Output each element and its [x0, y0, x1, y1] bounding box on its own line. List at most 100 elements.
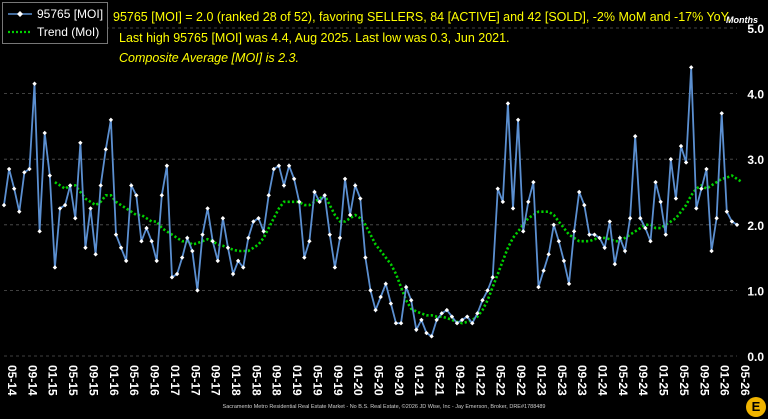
- moi-point: [480, 298, 485, 303]
- y-axis-ticks: 0.0 1.0 2.0 3.0 4.0 5.0: [747, 22, 764, 364]
- moi-point: [714, 216, 719, 221]
- moi-point: [419, 317, 424, 323]
- moi-point: [724, 209, 730, 214]
- moi-point: [459, 317, 465, 323]
- x-tick-label: 05-24: [616, 365, 630, 396]
- moi-point: [200, 232, 205, 237]
- moi-point: [617, 235, 623, 241]
- moi-point: [27, 166, 32, 172]
- moi-point: [108, 117, 114, 123]
- moi-point: [342, 176, 348, 182]
- moi-point: [485, 288, 490, 293]
- x-tick-label: 05-19: [310, 365, 324, 396]
- x-tick-label: 01-20: [351, 365, 365, 396]
- moi-point: [220, 216, 226, 221]
- moi-point: [526, 199, 531, 205]
- moi-point: [215, 258, 220, 264]
- moi-point: [17, 209, 22, 214]
- moi-point: [632, 134, 638, 139]
- legend-trend-label: Trend (MoI): [37, 25, 100, 39]
- moi-point: [337, 235, 343, 241]
- moi-point: [449, 314, 455, 319]
- moi-point: [327, 232, 332, 237]
- moi-point: [210, 239, 215, 244]
- moi-point: [531, 179, 536, 185]
- x-tick-label: 05-20: [372, 365, 386, 396]
- moi-point: [592, 232, 597, 237]
- moi-point: [37, 229, 42, 234]
- x-tick-label: 01-18: [229, 365, 243, 396]
- moi-point: [251, 219, 256, 224]
- moi-point: [246, 235, 251, 241]
- moi-point: [734, 222, 740, 227]
- moi-point: [470, 321, 475, 326]
- moi-point: [83, 245, 88, 250]
- moi-line: [3, 67, 738, 338]
- moi-point: [358, 196, 363, 201]
- moi-point: [256, 216, 261, 221]
- moi-point: [673, 196, 679, 201]
- x-tick-label: 05-14: [5, 365, 19, 396]
- moi-point: [678, 143, 684, 149]
- moi-point: [347, 212, 353, 218]
- header-line-1: 95765 [MOI] = 2.0 (ranked 28 of 52), fav…: [113, 10, 731, 24]
- moi-point: [93, 252, 98, 257]
- x-tick-label: 01-15: [46, 365, 60, 396]
- moi-point: [627, 216, 633, 221]
- moi-point: [307, 239, 312, 244]
- moi-point: [495, 186, 500, 191]
- x-tick-label: 01-26: [718, 365, 732, 396]
- moi-point: [393, 321, 399, 326]
- x-tick-label: 09-24: [636, 365, 650, 396]
- moi-point: [317, 199, 322, 205]
- moi-series: [1, 65, 740, 339]
- moi-point: [363, 255, 368, 260]
- x-tick-label: 09-19: [331, 365, 345, 396]
- y-tick-label: 4.0: [747, 88, 764, 102]
- moi-point: [688, 65, 694, 70]
- moi-point: [505, 101, 511, 106]
- moi-point: [118, 245, 124, 250]
- legend-item-trend: Trend (MoI): [7, 24, 107, 40]
- moi-point: [169, 275, 175, 280]
- moi-point: [47, 173, 53, 178]
- moi-point: [134, 193, 139, 198]
- moi-point: [388, 301, 394, 306]
- x-tick-label: 01-16: [107, 365, 121, 396]
- x-tick-label: 05-21: [433, 365, 447, 396]
- moi-point: [663, 232, 668, 237]
- moi-point: [704, 166, 709, 172]
- x-tick-label: 09-14: [25, 365, 39, 396]
- moi-point: [683, 160, 689, 165]
- moi-point: [281, 183, 287, 188]
- moi-point: [266, 193, 271, 198]
- moi-point: [444, 307, 450, 313]
- moi-point: [602, 245, 607, 250]
- moi-point: [582, 202, 587, 208]
- brand-logo: E: [746, 397, 766, 417]
- x-tick-label: 01-21: [412, 365, 426, 396]
- moi-point: [154, 258, 159, 264]
- moi-point: [668, 157, 674, 162]
- header-line-3: Composite Average [MOI] is 2.3.: [119, 51, 299, 65]
- moi-point: [67, 183, 73, 188]
- moi-point: [536, 284, 541, 290]
- moi-point: [699, 186, 704, 191]
- moi-point: [332, 265, 338, 270]
- moi-point: [368, 288, 373, 293]
- moi-point: [174, 271, 180, 277]
- moi-point: [719, 111, 724, 116]
- moi-point: [643, 225, 648, 231]
- y-tick-label: 3.0: [747, 153, 764, 167]
- moi-point: [424, 330, 429, 336]
- y-tick-label: 0.0: [747, 350, 764, 364]
- moi-point: [490, 275, 495, 280]
- moi-point: [403, 284, 409, 290]
- y-tick-label: 2.0: [747, 219, 764, 233]
- moi-point: [185, 235, 190, 241]
- moi-point: [383, 281, 388, 287]
- moi-point: [694, 206, 699, 211]
- moi-point: [241, 265, 246, 270]
- moi-point: [261, 229, 266, 234]
